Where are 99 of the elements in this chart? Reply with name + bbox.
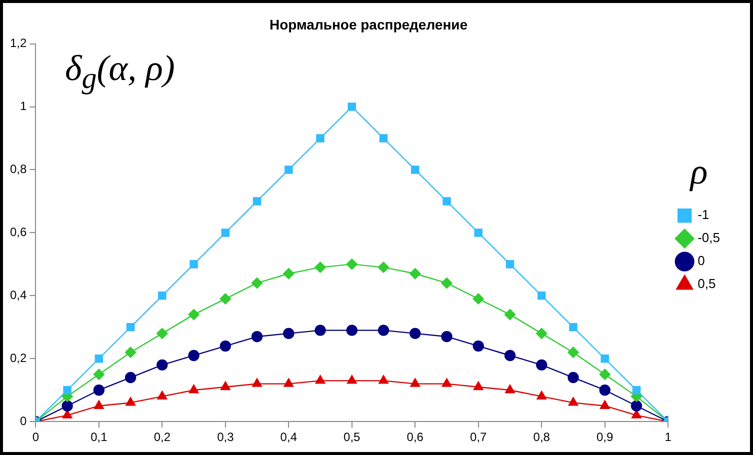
x-tick-label: 0,5 [344,430,361,444]
point [314,262,326,273]
legend-label: 0,5 [698,276,716,292]
point [568,346,579,358]
point [158,292,166,300]
point [188,350,200,362]
x-tick-label: 0,7 [470,430,488,444]
point [126,323,135,332]
point [220,293,232,304]
point [568,397,578,406]
point [346,375,357,384]
point [472,293,484,304]
point [93,384,105,396]
point [442,378,452,387]
point [632,410,642,418]
point [378,375,388,384]
y-tick-label: 0,4 [10,288,27,302]
legend-label: 0 [698,253,705,268]
point [506,260,514,268]
point [220,340,232,352]
point [157,390,168,400]
legend-label: -1 [698,207,710,222]
point [126,397,136,406]
point [346,258,358,270]
point [599,368,610,380]
point [442,197,451,206]
point [474,228,483,237]
point [504,308,516,320]
y-tick-label: 0,8 [10,162,27,176]
point [537,292,546,300]
point [124,346,136,358]
chart-title: Нормальное распределение [269,16,468,32]
point [283,328,294,340]
point [379,134,388,142]
point [568,372,579,384]
x-tick-label: 0,6 [406,430,424,444]
point [378,324,390,336]
point [316,134,324,142]
point [220,381,230,390]
x-tick-label: 0 [32,430,40,444]
point [124,372,136,384]
y-axis-title: δ$_{g}$(α, ρ) [65,47,175,96]
point [251,277,263,289]
point [63,386,72,394]
point [441,277,452,289]
point [536,359,548,371]
point [252,197,262,206]
point [346,324,358,336]
point [348,102,356,111]
y-tick-label: 1 [20,99,27,114]
point [630,400,642,412]
point [156,328,168,340]
point [441,330,452,342]
y-tick-label: 0,6 [10,225,27,240]
point [600,354,609,363]
point [473,381,484,390]
point [94,400,104,409]
point [410,378,420,387]
point [94,354,104,363]
point [410,328,421,340]
x-tick-label: 0,8 [533,430,550,444]
y-tick-label: 1,2 [10,36,27,50]
point [156,359,168,371]
point [188,384,199,394]
legend-title: ρ [689,151,708,192]
point [252,378,262,387]
point [251,330,263,342]
point [378,262,390,273]
point [410,166,420,174]
point [472,340,484,352]
point [536,328,548,340]
point [284,378,294,387]
point [62,410,72,418]
legend-label: -0,5 [698,230,720,246]
x-tick-label: 0,2 [154,430,171,444]
point [62,400,73,412]
point [93,368,105,380]
point [600,400,610,409]
point [599,384,610,396]
point [410,268,421,280]
y-tick-label: 0 [20,414,27,428]
point [284,166,293,174]
point [504,350,516,362]
point [190,260,198,268]
point [632,386,641,394]
point [221,228,230,237]
x-tick-label: 0,4 [280,430,298,444]
x-tick-label: 1 [664,430,672,444]
point [283,268,294,280]
point [314,324,326,336]
point [536,390,547,400]
x-tick-label: 0,3 [217,430,234,444]
x-tick-label: 0,9 [596,430,614,444]
y-tick-label: 0,2 [10,350,27,365]
point [505,384,515,394]
point [315,375,326,384]
point [188,308,200,320]
point [569,323,578,332]
x-tick-label: 0,1 [90,430,108,444]
